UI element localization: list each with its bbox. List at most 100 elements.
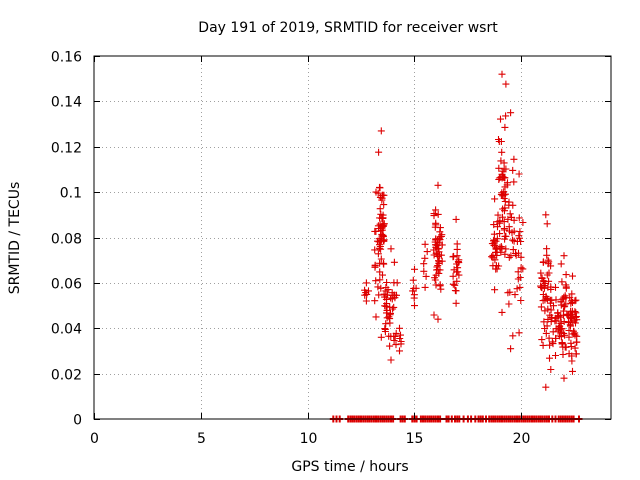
data-point: [371, 297, 379, 305]
data-point: [495, 262, 503, 270]
y-tick-label: 0.04: [51, 322, 82, 338]
data-point: [501, 123, 509, 131]
data-point: [517, 253, 525, 261]
data-point: [562, 281, 570, 289]
data-point: [381, 325, 389, 333]
data-point: [515, 329, 523, 337]
data-point: [546, 354, 553, 362]
data-point: [374, 283, 382, 291]
data-point: [377, 227, 385, 235]
data-point: [374, 189, 382, 197]
data-point: [539, 341, 547, 349]
data-point: [449, 280, 457, 288]
data-point: [390, 258, 398, 266]
data-point: [569, 272, 576, 280]
data-point: [380, 260, 388, 268]
data-point: [568, 307, 576, 315]
data-point: [422, 272, 430, 280]
data-point: [572, 313, 580, 320]
data-point: [451, 281, 459, 289]
data-point: [392, 341, 400, 349]
data-point: [571, 297, 579, 305]
data-point: [573, 332, 581, 340]
data-point: [509, 166, 517, 174]
data-point: [371, 246, 379, 254]
data-point: [567, 343, 575, 350]
data-point: [567, 311, 575, 319]
data-point: [566, 294, 574, 302]
data-point: [423, 248, 431, 256]
data-point: [515, 170, 523, 178]
data-point: [376, 276, 384, 284]
data-point: [449, 272, 457, 280]
data-point: [515, 214, 523, 222]
data-point: [543, 220, 551, 228]
y-tick-label: 0.1: [60, 186, 82, 202]
data-point: [490, 230, 498, 238]
data-point: [519, 265, 527, 273]
data-point: [388, 289, 396, 297]
data-point: [434, 181, 442, 189]
data-point: [557, 333, 565, 341]
data-point: [500, 195, 508, 202]
data-point: [552, 296, 560, 304]
data-point: [390, 279, 398, 287]
data-point: [510, 178, 518, 186]
data-point: [494, 211, 502, 219]
data-point: [517, 297, 525, 304]
data-point: [537, 283, 545, 291]
data-point: [376, 193, 384, 201]
data-point: [550, 302, 557, 310]
y-tick-label: 0.16: [51, 50, 82, 66]
data-point: [377, 333, 385, 341]
data-point: [411, 302, 418, 310]
data-point: [432, 249, 440, 257]
data-point: [561, 292, 569, 300]
data-point: [434, 315, 442, 323]
data-point: [455, 256, 463, 264]
data-point: [504, 215, 512, 223]
data-point: [378, 236, 386, 244]
data-point: [371, 261, 379, 269]
data-point: [396, 335, 404, 342]
data-point: [516, 228, 524, 236]
data-point: [387, 245, 395, 253]
data-point: [410, 294, 418, 302]
data-point: [510, 155, 518, 163]
data-point: [505, 300, 513, 308]
data-point: [572, 338, 580, 346]
data-point: [497, 115, 504, 123]
data-point: [380, 201, 388, 209]
data-point: [421, 240, 429, 248]
data-point: [561, 343, 569, 351]
data-point: [496, 244, 504, 252]
data-point: [392, 329, 400, 337]
data-point: [421, 254, 429, 262]
data-point: [386, 319, 394, 327]
data-point: [562, 271, 570, 279]
data-point: [387, 356, 395, 364]
data-point: [438, 257, 446, 265]
data-point: [505, 253, 513, 261]
plot-frame: [93, 55, 612, 420]
data-point: [450, 252, 458, 260]
y-tick-label: 0.08: [51, 232, 82, 248]
data-point: [376, 184, 384, 192]
data-point: [492, 237, 500, 245]
data-point: [572, 319, 579, 327]
x-tick-label: 10: [300, 431, 318, 447]
data-point: [537, 303, 545, 311]
data-point: [558, 278, 566, 286]
data-point: [549, 328, 557, 336]
data-point: [537, 269, 545, 277]
data-point: [495, 164, 503, 172]
data-point: [396, 347, 403, 355]
data-point: [515, 249, 522, 257]
data-point: [397, 331, 404, 339]
data-point: [542, 383, 550, 391]
data-point: [565, 333, 573, 341]
data-point: [545, 334, 553, 342]
data-point: [382, 302, 390, 310]
data-point: [568, 352, 576, 360]
data-point: [409, 276, 417, 284]
